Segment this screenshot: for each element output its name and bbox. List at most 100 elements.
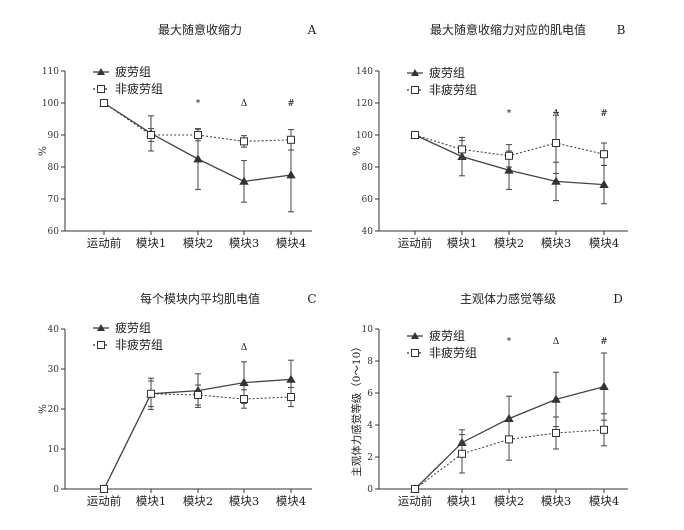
x-tick-label: 模块4: [276, 236, 306, 250]
x-tick-label: 模块3: [541, 236, 571, 250]
significance-mark: Δ: [553, 109, 560, 119]
series-non-fatigue: [100, 380, 295, 493]
series-fatigue: [99, 359, 296, 493]
significance-mark: Δ: [553, 337, 560, 347]
chart-title: 最大随意收缩力对应的肌电值: [430, 22, 586, 37]
panel-label: C: [307, 292, 316, 306]
legend-label: 疲劳组: [115, 64, 151, 79]
data-point-square: [147, 131, 155, 139]
y-axis-label: %: [351, 146, 363, 156]
x-tick-label: 运动前: [87, 494, 122, 508]
x-tick-label: 模块2: [494, 494, 524, 508]
data-point-triangle: [286, 170, 296, 179]
significance-mark: #: [600, 109, 608, 119]
data-point-square: [411, 131, 419, 139]
data-point-square: [194, 131, 202, 139]
y-tick-label: 70: [48, 195, 60, 205]
series-non-fatigue: [411, 112, 608, 174]
significance-mark: Δ: [241, 99, 248, 109]
data-point-square: [240, 395, 248, 403]
y-tick-label: 60: [362, 195, 374, 205]
series-non-fatigue: [411, 413, 608, 493]
legend-label: 疲劳组: [115, 320, 151, 335]
y-tick-label: 0: [53, 485, 59, 495]
y-tick-label: 40: [48, 325, 60, 335]
y-tick-label: 90: [48, 131, 60, 141]
y-tick-label: 40: [362, 227, 374, 237]
chart-panel-d: 主观体力感觉等级 D 0 2 4 6 8 10 主观体力感觉等级（0～10） 运动前 模块1 模块2 模…: [350, 291, 628, 508]
x-tick-label: 模块2: [183, 494, 213, 508]
y-axis-label: %: [37, 146, 49, 156]
chart-panel-c: 每个模块内平均肌电值 C 0 10 20 30 40% 运动前 模块1 模块2 模块3 模块4 Δ 疲劳组…: [37, 291, 317, 508]
legend-marker-square: [411, 349, 419, 357]
chart-panel-a: 最大随意收缩力 A 60 70 80 90 100 110% 运动前 模块1 模块2 模块3 模块4 * Δ…: [37, 22, 317, 250]
x-tick-label: 模块1: [447, 236, 477, 250]
chart-title: 主观体力感觉等级: [460, 291, 556, 306]
data-point-square: [552, 429, 560, 437]
x-tick-label: 模块4: [589, 236, 619, 250]
y-tick-label: 20: [48, 405, 60, 415]
data-point-square: [600, 150, 608, 159]
x-tick-label: 运动前: [87, 236, 122, 250]
y-tick-label: 100: [42, 99, 59, 109]
significance-mark: *: [507, 109, 512, 119]
data-point-square: [505, 151, 513, 160]
y-tick-label: 110: [42, 67, 59, 77]
data-point-square: [458, 449, 466, 458]
x-tick-label: 模块1: [136, 236, 166, 250]
data-point-square: [552, 139, 560, 147]
significance-mark: *: [507, 337, 512, 347]
y-tick-label: 30: [48, 365, 60, 375]
x-tick-label: 运动前: [398, 494, 433, 508]
panel-label: B: [617, 23, 626, 37]
data-point-triangle: [599, 381, 609, 391]
data-point-square: [240, 137, 248, 146]
data-point-square: [287, 135, 295, 144]
x-tick-label: 模块1: [136, 494, 166, 508]
series-line: [103, 102, 292, 142]
legend-label: 非疲劳组: [429, 345, 477, 360]
legend-marker-triangle: [411, 69, 419, 76]
y-axis-label: %: [37, 404, 49, 414]
legend-label: 非疲劳组: [115, 81, 163, 96]
data-point-square: [505, 435, 513, 444]
data-point-triangle: [599, 179, 609, 189]
y-tick-label: 10: [48, 445, 60, 455]
x-tick-label: 模块3: [229, 494, 259, 508]
y-tick-label: 60: [48, 227, 60, 237]
x-tick-label: 模块2: [183, 236, 213, 250]
x-tick-label: 运动前: [398, 236, 433, 250]
legend-label: 疲劳组: [429, 65, 465, 80]
y-tick-label: 0: [367, 485, 373, 495]
y-tick-label: 10: [362, 325, 374, 335]
data-point-square: [458, 145, 466, 154]
x-tick-label: 模块1: [447, 494, 477, 508]
data-point-square: [411, 485, 419, 493]
data-point-triangle: [286, 374, 296, 383]
data-point-square: [287, 393, 295, 401]
data-point-triangle: [239, 377, 249, 387]
data-point-square: [100, 99, 108, 107]
significance-mark: #: [600, 337, 608, 347]
legend-marker-triangle: [97, 324, 105, 331]
panel-label: D: [613, 292, 623, 306]
x-tick-label: 模块3: [229, 236, 259, 250]
legend-marker-triangle: [97, 68, 105, 75]
y-tick-label: 140: [356, 67, 373, 77]
legend-marker-square: [411, 86, 419, 94]
x-tick-label: 模块3: [541, 494, 571, 508]
y-tick-label: 8: [367, 357, 373, 367]
significance-mark: #: [287, 99, 295, 109]
data-point-square: [194, 391, 202, 399]
series-non-fatigue: [100, 99, 295, 151]
series-fatigue: [99, 98, 296, 213]
x-tick-label: 模块4: [276, 494, 306, 508]
data-point-square: [600, 425, 608, 434]
y-tick-label: 80: [48, 163, 60, 173]
y-tick-label: 120: [356, 99, 373, 109]
data-point-triangle: [193, 154, 203, 163]
data-point-square: [100, 485, 108, 493]
significance-mark: *: [196, 99, 201, 109]
legend-marker-square: [97, 341, 105, 349]
